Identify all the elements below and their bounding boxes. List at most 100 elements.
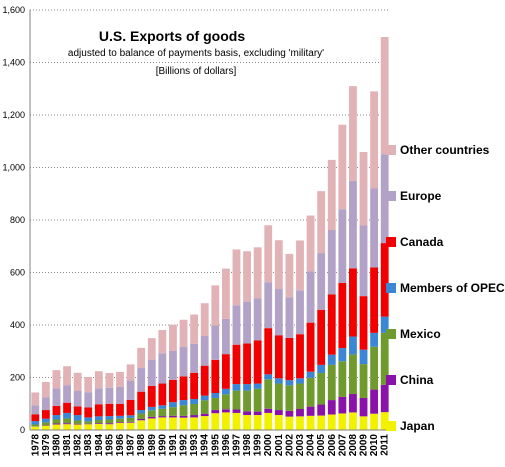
bar-segment [179,400,188,406]
bar-segment [126,399,135,416]
bar-segment [306,377,315,407]
bar-segment [147,338,156,360]
bar-segment [200,303,209,337]
bar-segment [41,410,50,419]
x-tick-label: 2011 [380,434,391,456]
x-tick-label: 1986 [115,434,126,457]
bar-segment [52,424,61,430]
x-tick-label: 1982 [73,434,84,457]
bar-segment [211,325,220,360]
bars [31,37,389,430]
y-tick-label: 1,600 [2,5,25,15]
bar-segment [327,294,336,355]
bar-segment [126,417,135,422]
bar-segment [84,407,93,418]
bar-segment [296,378,304,384]
bar-segment [41,418,50,423]
chart-subtitle: adjusted to balance of payments basis, e… [68,48,324,59]
bar-segment [338,209,347,283]
bar-segment [327,400,336,415]
y-tick-label: 0 [20,425,25,435]
x-tick-label: 1987 [126,434,137,457]
x-tick-label: 1989 [147,434,158,457]
legend-label: Members of OPEC [400,281,505,295]
bar-segment [296,334,304,379]
bar-segment [190,399,199,405]
bar-segment [105,416,114,420]
bar-segment [169,415,177,418]
bar-segment [158,329,167,354]
bar-segment [317,364,326,374]
bar-segment [349,354,357,395]
bar-segment [221,318,230,355]
bar-segment [190,415,199,418]
bar-segment [31,392,40,406]
bar-segment [94,416,103,421]
bar-segment [41,422,50,426]
legend-swatch [386,191,396,201]
bar-segment [359,225,368,297]
bar-segment [158,416,167,418]
bar-segment [137,347,146,369]
x-tick-label: 1988 [136,434,147,457]
bar-segment [359,397,368,417]
bar-segment [253,340,262,384]
bar-segment [380,154,389,244]
bar-segment [243,411,251,416]
bar-segment [274,378,283,384]
bar-segment [317,309,326,365]
bar-segment [137,368,146,392]
x-tick-label: 1981 [62,434,73,457]
bar-segment [147,416,156,419]
bar-segment [370,188,379,268]
bar-segment [370,389,379,414]
bar-segment [147,406,156,411]
bar-segment [232,384,241,391]
bar-segment [211,359,220,393]
bar-segment [317,253,326,310]
bar-segment [73,406,82,416]
bar-segment [158,405,167,409]
bar-segment [306,271,315,323]
bar-segment [349,86,357,181]
bar-segment [147,418,156,430]
bar-segment [306,371,315,378]
x-tick-label: 2004 [306,434,317,457]
bar-segment [73,390,82,407]
bar-segment [52,405,61,416]
x-tick-label: 1998 [242,434,253,457]
bar-segment [211,410,220,414]
bar-segment [327,354,336,365]
bar-segment [169,407,177,416]
x-tick-label: 1983 [83,434,94,457]
bar-segment [63,418,71,424]
bar-segment [31,426,40,430]
bar-segment [190,314,199,344]
bar-segment [253,388,262,412]
x-tick-label: 1978 [30,434,41,457]
bar-segment [264,374,273,380]
legend-label: China [400,373,434,387]
bar-segment [370,413,379,430]
bar-segment [232,409,241,413]
bar-segment [94,423,103,424]
bar-segment [116,404,124,416]
x-tick-label: 1990 [157,434,168,457]
x-tick-label: 2006 [327,434,338,457]
bar-segment [317,415,326,430]
x-tick-label: 2003 [295,434,306,457]
bar-segment [63,412,71,419]
bar-segment [370,332,379,347]
bar-segment [296,409,304,417]
bar-segment [169,350,177,380]
bar-segment [380,332,389,385]
bar-segment [63,423,71,425]
bar-segment [200,336,209,366]
bar-segment [232,249,241,306]
bar-segment [137,413,146,419]
legend: Other countries Europe Canada Members of OP… [386,143,505,433]
bar-segment [147,359,156,386]
legend-swatch [386,329,396,339]
bar-segment [190,404,199,416]
bar-segment [253,415,262,430]
